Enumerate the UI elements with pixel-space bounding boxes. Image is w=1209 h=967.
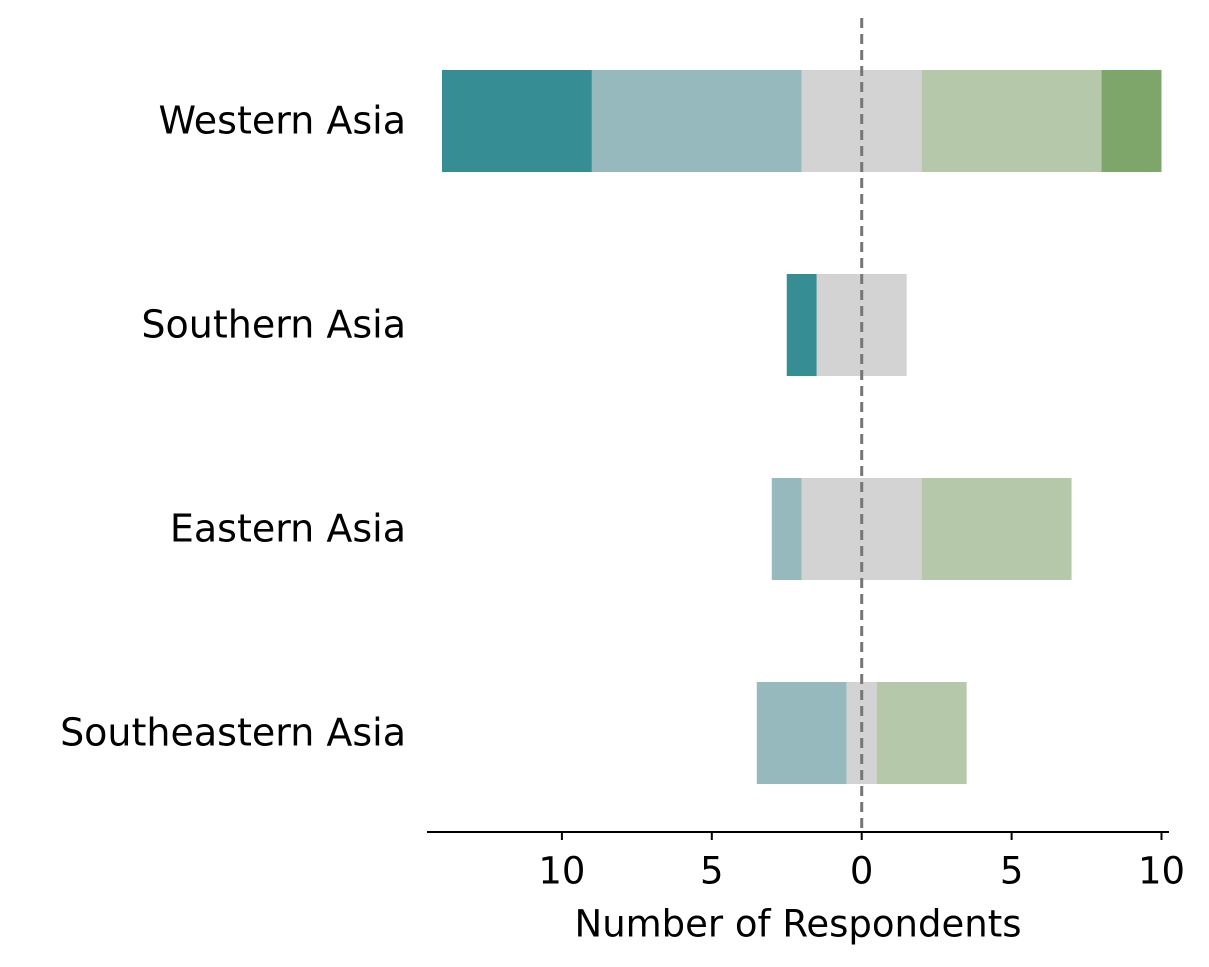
x-tick-label: 10 [538,850,585,893]
bar-segment [876,682,967,784]
x-tick-label: 0 [850,850,874,893]
y-tick-label: Eastern Asia [170,507,406,551]
x-axis-label: Number of Respondents [575,903,1022,946]
bar-segment [441,70,592,172]
bar-segment [921,70,1102,172]
bar-segment [756,682,847,784]
x-tick-label: 10 [1138,850,1185,893]
x-tick-label: 5 [1000,850,1024,893]
bar-segment [771,478,802,580]
x-tick-label: 5 [700,850,724,893]
bar-segment [921,478,1072,580]
bar-segment [786,274,817,376]
bar-segment [1101,70,1162,172]
bar-segment [591,70,802,172]
y-tick-label: Southern Asia [141,303,406,347]
y-tick-label: Western Asia [158,99,406,143]
y-tick-label: Southeastern Asia [60,711,406,755]
